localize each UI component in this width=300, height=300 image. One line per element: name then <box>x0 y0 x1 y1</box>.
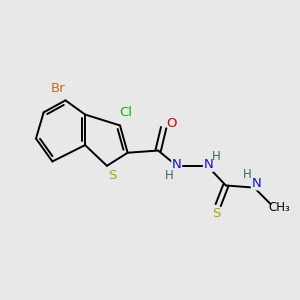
Text: S: S <box>108 169 117 182</box>
Text: Br: Br <box>50 82 65 95</box>
Text: CH₃: CH₃ <box>268 201 290 214</box>
Text: S: S <box>212 207 220 220</box>
Text: Cl: Cl <box>119 106 132 119</box>
Text: H: H <box>212 149 220 163</box>
Text: N: N <box>251 177 261 190</box>
Text: H: H <box>165 169 173 182</box>
Text: H: H <box>243 168 252 181</box>
Text: N: N <box>203 158 213 171</box>
Text: O: O <box>166 117 176 130</box>
Text: N: N <box>172 158 182 171</box>
